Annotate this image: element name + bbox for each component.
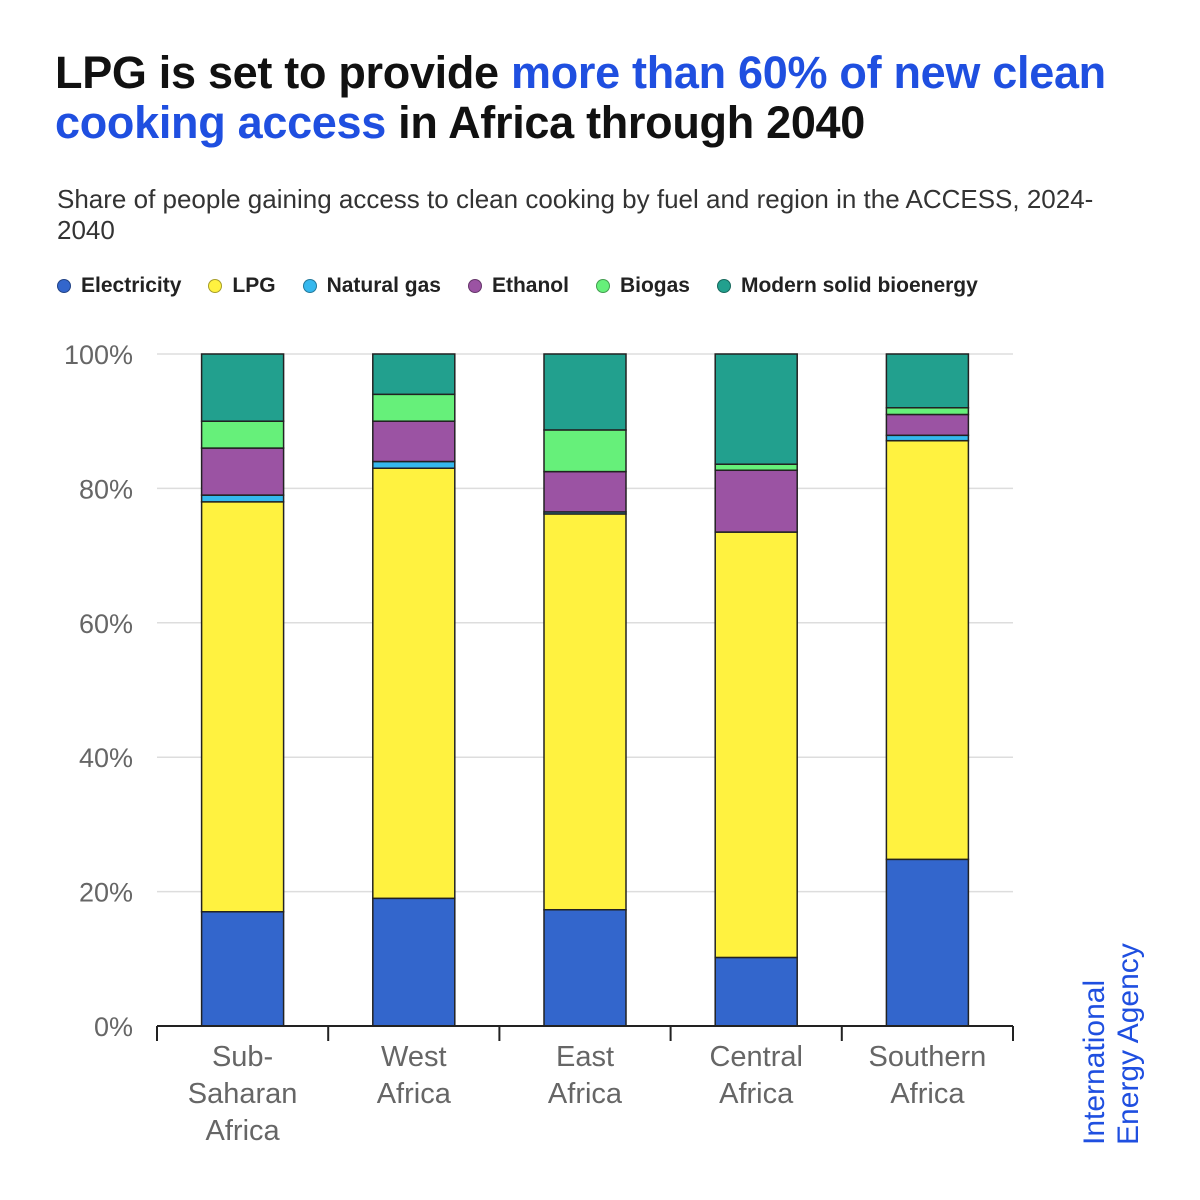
bar-segment-biogas xyxy=(200,420,285,449)
x-tick-label-line: Africa xyxy=(890,1078,965,1110)
bar-segment-ethanol xyxy=(714,469,798,533)
bar-segment-ethanol xyxy=(543,470,627,513)
x-tick-label-line: Saharan xyxy=(188,1078,298,1110)
x-tick-label-line: Africa xyxy=(377,1078,452,1110)
bar-segment-biogas xyxy=(543,429,627,473)
bar-segment-modern-solid-bioenergy xyxy=(885,353,970,409)
bar-segment-lpg xyxy=(200,501,285,913)
x-tick-label-line: Africa xyxy=(719,1078,794,1110)
y-tick-label: 0% xyxy=(94,1012,133,1042)
chart-title: LPG is set to provide more than 60% of n… xyxy=(55,48,1155,148)
legend-item-natural-gas: Natural gas xyxy=(302,274,441,298)
x-tick-label-line: Africa xyxy=(206,1115,281,1147)
bar-segment-ethanol xyxy=(885,413,970,437)
logo-line-1: International xyxy=(1078,979,1111,1145)
bar-segment-lpg xyxy=(372,467,456,900)
bar-segment-modern-solid-bioenergy xyxy=(372,353,456,396)
legend-item-modern-solid-bioenergy: Modern solid bioenergy xyxy=(716,274,978,298)
legend-label-biogas: Biogas xyxy=(619,274,690,297)
bar-segment-modern-solid-bioenergy xyxy=(714,353,798,465)
y-tick-label: 100% xyxy=(64,340,133,370)
x-tick-label: East Africa xyxy=(548,1041,623,1110)
x-tick-label-line: Sub- xyxy=(212,1041,273,1073)
legend-item-electricity: Electricity xyxy=(57,274,181,298)
legend-item-lpg: LPG xyxy=(208,274,276,298)
bar-segment-natural-gas xyxy=(885,434,970,442)
legend-label-electricity: Electricity xyxy=(81,274,182,297)
legend-item-ethanol: Ethanol xyxy=(467,274,569,298)
x-tick-label-line: Southern xyxy=(869,1041,987,1073)
legend-swatch-electricity xyxy=(57,279,71,293)
legend-label-modern-solid-bioenergy: Modern solid bioenergy xyxy=(740,274,978,297)
x-tick-label: Sub- Saharan Africa xyxy=(188,1041,298,1147)
chart-legend: Electricity LPG Natural gas Ethanol Biogas Mo… xyxy=(57,274,1005,298)
x-tick-label-line: Africa xyxy=(548,1078,623,1110)
bar-segment-lpg xyxy=(885,439,970,861)
y-tick-label: 60% xyxy=(79,609,133,639)
title-part-2: in Africa through 2040 xyxy=(385,97,866,148)
legend-swatch-biogas xyxy=(595,279,610,293)
x-tick-label-line: West xyxy=(381,1041,447,1073)
legend-swatch-lpg xyxy=(208,279,223,293)
iea-logo-text: International Energy Agency xyxy=(1078,915,1153,1145)
bar-segment-electricity xyxy=(714,956,798,1027)
bar-segment-lpg xyxy=(714,531,798,959)
bar-segment-electricity xyxy=(200,911,285,1027)
bar-segment-modern-solid-bioenergy xyxy=(543,353,627,431)
bar-segment-modern-solid-bioenergy xyxy=(200,353,285,422)
x-tick-label-line: Central xyxy=(709,1041,803,1073)
x-tick-label: West Africa xyxy=(377,1041,452,1110)
legend-label-lpg: LPG xyxy=(232,274,276,297)
legend-label-natural-gas: Natural gas xyxy=(326,274,441,297)
bar-segment-natural-gas xyxy=(372,460,456,469)
x-tick-label: Central Africa xyxy=(709,1041,803,1110)
title-part-1: LPG is set to provide xyxy=(55,47,511,98)
legend-swatch-modern-solid-bioenergy xyxy=(716,279,731,293)
bar-segment-lpg xyxy=(543,513,627,911)
y-tick-label: 80% xyxy=(79,474,133,504)
y-tick-label: 40% xyxy=(79,743,133,773)
bar-segment-biogas xyxy=(372,393,456,422)
legend-swatch-ethanol xyxy=(467,279,482,293)
chart-subtitle: Share of people gaining access to clean … xyxy=(57,184,1094,245)
y-tick-label: 20% xyxy=(79,878,133,908)
legend-item-biogas: Biogas xyxy=(595,274,690,298)
x-tick-label: Southern Africa xyxy=(869,1041,987,1110)
legend-label-ethanol: Ethanol xyxy=(491,274,569,297)
bar-segment-biogas xyxy=(885,407,970,416)
bar-segment-electricity xyxy=(543,908,627,1027)
x-tick-label-line: East xyxy=(556,1041,614,1073)
logo-line-2: Energy Agency xyxy=(1112,943,1145,1145)
bar-segment-ethanol xyxy=(372,420,456,463)
bar-segment-electricity xyxy=(885,858,970,1027)
bar-segment-biogas xyxy=(714,463,798,472)
title-highlight: more than 60% of new clean cooking acces… xyxy=(55,47,1106,148)
bar-segment-electricity xyxy=(372,897,456,1027)
bar-segment-natural-gas xyxy=(200,494,285,503)
iea-logo: International Energy Agency xyxy=(1078,915,1153,1145)
legend-swatch-natural-gas xyxy=(302,279,317,293)
bar-segment-ethanol xyxy=(200,447,285,496)
